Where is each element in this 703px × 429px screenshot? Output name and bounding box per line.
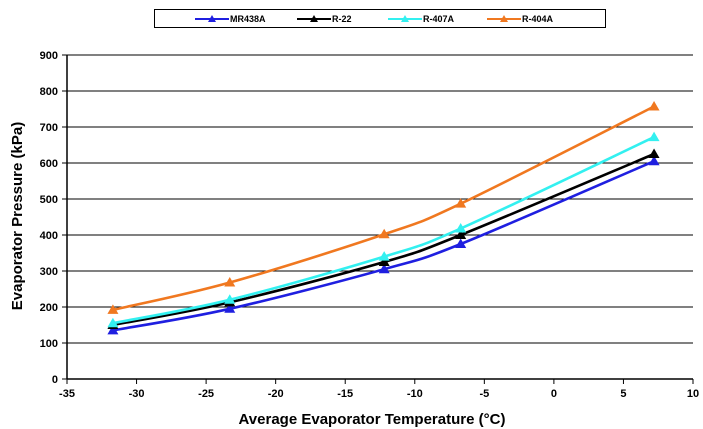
series-line-mr438a xyxy=(112,160,655,332)
data-point-r22 xyxy=(455,229,467,239)
x-tick-label: -35 xyxy=(59,388,75,400)
y-tick-label: 700 xyxy=(40,122,58,134)
legend-swatch-mr438a xyxy=(195,14,229,22)
series-line-r404a xyxy=(112,105,655,312)
axes xyxy=(62,54,694,384)
x-tick-label: 10 xyxy=(687,388,699,400)
data-point-mr438a xyxy=(378,263,390,274)
data-point-r407a xyxy=(224,294,236,304)
legend-swatch-r22 xyxy=(297,14,331,22)
data-point-r404a xyxy=(378,228,390,239)
data-point-r22 xyxy=(648,148,660,158)
legend-swatch-r404a xyxy=(487,14,521,22)
data-point-r404a xyxy=(648,100,660,111)
x-tick-label: 0 xyxy=(551,388,557,400)
x-tick-label: -20 xyxy=(268,388,284,400)
data-point-r404a xyxy=(455,198,467,208)
y-axis-title: Evaporator Pressure (kPa) xyxy=(9,122,26,310)
legend-label-r22: R-22 xyxy=(332,13,352,24)
data-point-mr438a xyxy=(648,155,660,166)
data-point-mr438a xyxy=(224,303,236,313)
legend-swatch-r407a xyxy=(388,14,422,22)
data-point-r407a xyxy=(455,223,467,233)
y-tick-label: 0 xyxy=(52,374,58,386)
y-tick-label: 900 xyxy=(40,50,58,62)
series-plot-area xyxy=(107,100,660,335)
x-tick-label: -15 xyxy=(337,388,353,400)
data-point-r404a xyxy=(224,277,236,287)
legend-item-mr438a: MR438A xyxy=(195,10,266,27)
y-tick-label: 500 xyxy=(40,194,58,206)
x-tick-label: -5 xyxy=(479,388,489,400)
x-tick-label: 5 xyxy=(620,388,626,400)
data-point-mr438a xyxy=(107,324,119,335)
y-tick-label: 300 xyxy=(40,266,58,278)
legend-label-r407a: R-407A xyxy=(423,13,455,24)
legend-label-r404a: R-404A xyxy=(522,13,554,24)
legend-item-r407a: R-407A xyxy=(388,10,454,27)
chart-legend: MR438A R-22 R-407A R-404A xyxy=(154,9,606,28)
data-point-r407a xyxy=(378,251,390,261)
gridlines xyxy=(67,54,693,344)
y-tick-label: 400 xyxy=(40,230,58,242)
legend-label-mr438a: MR438A xyxy=(230,13,266,24)
data-point-r407a xyxy=(648,131,660,142)
x-tick-label: -10 xyxy=(407,388,423,400)
data-point-r404a xyxy=(107,304,119,314)
y-tick-label: 800 xyxy=(40,86,58,98)
y-tick-label: 200 xyxy=(40,302,58,314)
x-axis-title: Average Evaporator Temperature (°C) xyxy=(239,411,506,428)
legend-item-r22: R-22 xyxy=(297,10,352,27)
y-tick-label: 100 xyxy=(40,338,58,350)
data-point-r407a xyxy=(107,317,119,328)
y-tick-label: 600 xyxy=(40,158,58,170)
x-tick-label: -30 xyxy=(129,388,145,400)
legend-item-r404a: R-404A xyxy=(487,10,553,27)
series-line-r22 xyxy=(112,152,655,327)
x-tick-label: -25 xyxy=(198,388,214,400)
data-point-mr438a xyxy=(455,238,467,248)
data-point-r22 xyxy=(378,256,390,266)
